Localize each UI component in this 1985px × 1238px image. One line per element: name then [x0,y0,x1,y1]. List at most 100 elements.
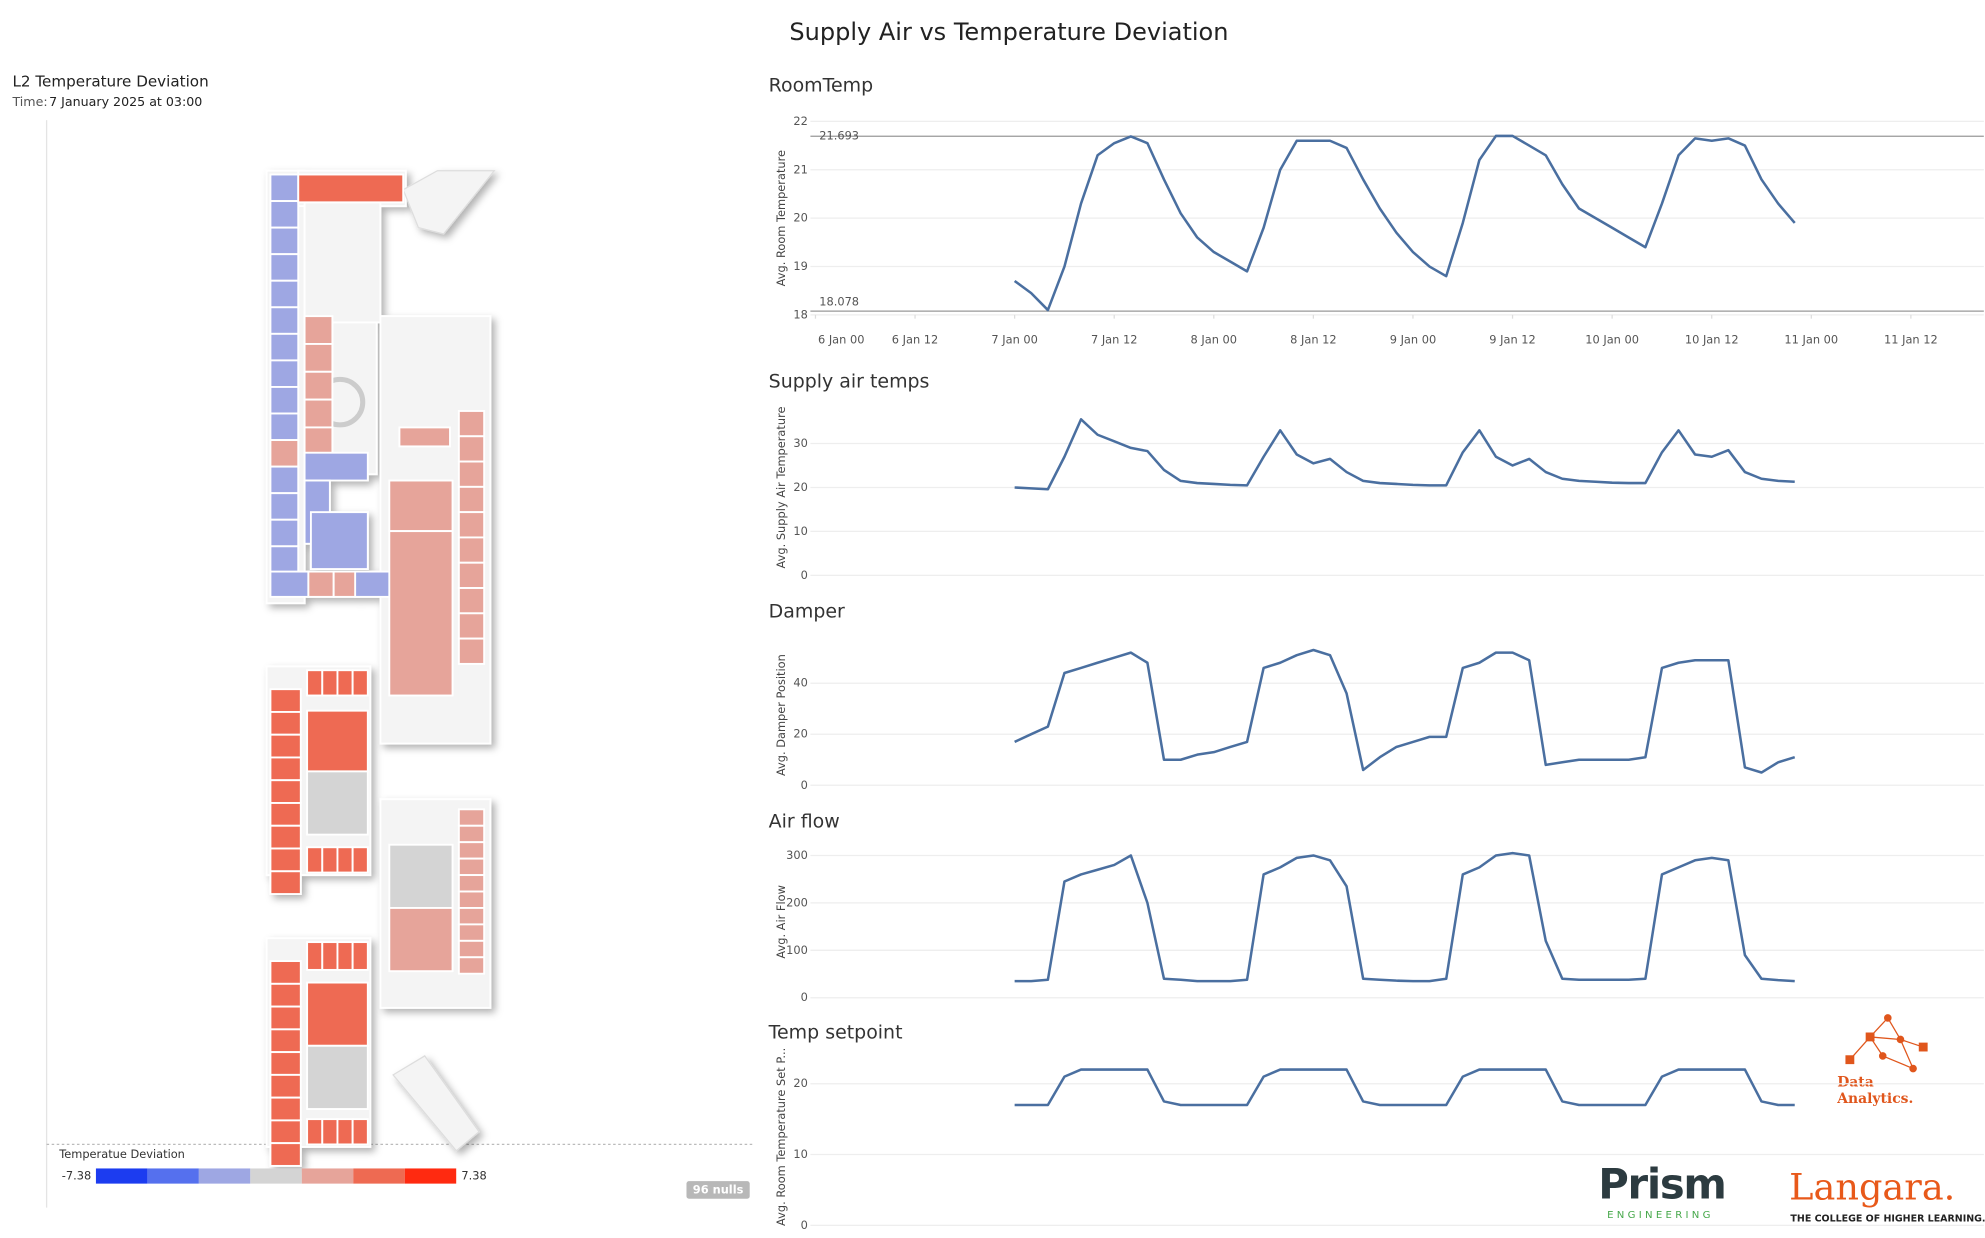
y-tick-label: 0 [801,1218,808,1232]
room [309,511,369,570]
room [269,1073,302,1099]
room [321,941,339,971]
x-tick-label: 8 Jan 12 [1290,333,1336,347]
chart-title: Damper [769,601,845,623]
room [457,824,486,844]
x-tick-label: 7 Jan 00 [991,333,1037,347]
reference-label: 18.078 [819,295,859,309]
legend-max: 7.38 [461,1169,486,1183]
y-tick-label: 300 [786,848,808,862]
legend-swatch [147,1168,199,1184]
room [269,253,300,282]
room [306,669,324,697]
room [307,570,335,598]
y-tick-label: 10 [793,1147,807,1161]
room [336,846,354,874]
line [1014,1068,1795,1107]
room [269,779,302,804]
room [306,846,324,874]
y-axis-label: Avg. Supply Air Temperature [774,407,788,569]
x-tick-label: 9 Jan 12 [1489,333,1535,347]
room [351,846,369,874]
x-tick-label: 10 Jan 00 [1585,333,1639,347]
room [269,332,300,362]
room [388,479,454,533]
room [269,710,302,736]
room [303,315,334,345]
y-axis-label: Avg. Room Temperature [774,150,788,286]
y-tick-label: 40 [793,676,807,690]
legend-swatch [404,1168,457,1184]
y-tick-label: 22 [793,114,807,128]
room [457,907,486,926]
y-tick-label: 21 [793,162,807,176]
room [269,306,300,335]
x-tick-label: 6 Jan 00 [818,333,864,347]
room [269,279,300,309]
room [457,485,486,514]
room [306,1044,369,1110]
y-tick-label: 20 [793,211,807,225]
x-tick-label: 11 Jan 00 [1784,333,1838,347]
room [269,688,302,713]
room [457,536,486,564]
room [269,1028,302,1054]
logo-text: Analytics. [1836,1091,1913,1107]
x-tick-label: 12 Jan 00 [1984,333,1985,347]
legend-swatch [198,1168,251,1184]
charts: RoomTemp Avg. Room Temperature 18 19 20 21 22 2… [768,74,1985,1232]
nulls-badge[interactable] [686,1181,750,1199]
room [457,956,486,975]
x-tick-label: 7 Jan 12 [1091,333,1137,347]
x-tick-label: 8 Jan 00 [1191,333,1237,347]
room [269,756,302,782]
x-tick-label: 9 Jan 00 [1390,333,1436,347]
floor-plan [265,169,496,1167]
chart-title: RoomTemp [769,74,873,96]
legend-min: -7.38 [62,1169,91,1183]
x-tick-label: 10 Jan 12 [1685,333,1739,347]
room [269,173,300,203]
legend-title: Temperatue Deviation [58,1147,185,1161]
room [269,870,302,895]
line [1014,418,1795,491]
room [269,386,300,415]
chart-title: Temp setpoint [768,1022,903,1044]
room [457,857,486,877]
room [269,439,300,468]
room [457,511,486,539]
chart-title: Supply air temps [769,370,930,392]
room [269,545,300,574]
room [336,1118,354,1146]
room [336,941,354,971]
room [269,824,302,850]
page-title: Supply Air vs Temperature Deviation [789,18,1228,46]
data-analytics-logo [1845,1014,1928,1073]
x-tick-label: 11 Jan 12 [1884,333,1938,347]
room [457,435,486,463]
room [269,412,300,442]
room [269,1096,302,1122]
room [269,465,300,495]
room [269,200,300,229]
nulls-label[interactable]: 96 nulls [693,1182,744,1196]
room [457,460,486,488]
room [336,669,354,697]
room [269,226,300,256]
y-tick-label: 18 [793,307,807,321]
y-tick-label: 0 [801,990,808,1004]
wing [392,1055,480,1152]
room [321,669,339,697]
room [457,939,486,959]
room [351,941,369,971]
room [388,530,454,697]
line [1014,851,1795,983]
room [351,669,369,697]
y-tick-label: 19 [793,259,807,273]
y-axis-label: Avg. Air Flow [774,885,788,959]
legend-swatch [95,1168,148,1184]
room [354,570,395,598]
room [269,518,300,548]
